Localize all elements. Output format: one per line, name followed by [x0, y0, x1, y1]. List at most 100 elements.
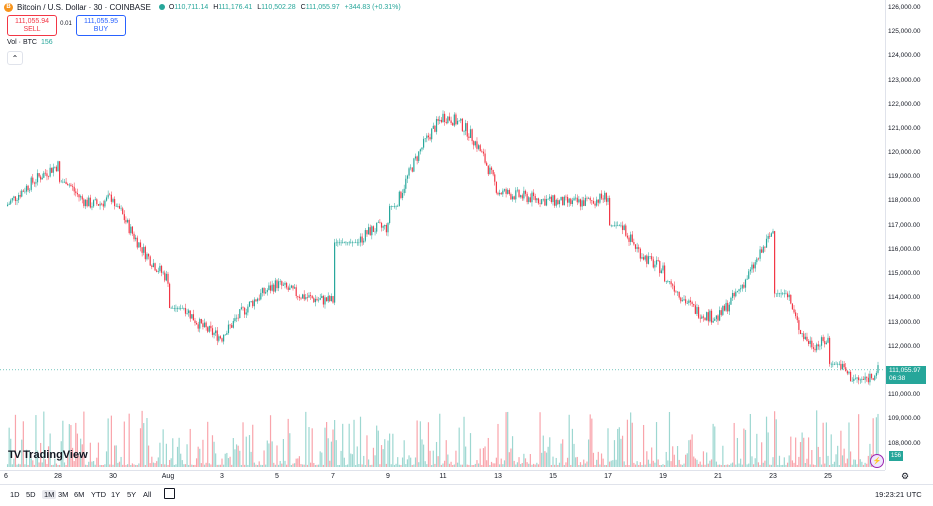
candle-body	[18, 195, 20, 201]
volume-bar	[707, 463, 709, 467]
volume-bar	[838, 464, 840, 467]
range-button-all[interactable]: All	[143, 490, 152, 499]
candle-body	[788, 294, 790, 298]
candle-body	[96, 199, 98, 205]
volume-bar	[791, 460, 794, 467]
candle-body	[706, 312, 708, 321]
candle-body	[757, 258, 760, 260]
candle-body	[141, 247, 143, 253]
candle-body	[633, 242, 635, 245]
candle-body	[545, 198, 548, 206]
symbol-title[interactable]: Bitcoin / U.S. Dollar · 30 · COINBASE	[17, 2, 151, 12]
price-axis-label: 113,000.00	[888, 319, 921, 326]
volume-bar	[503, 460, 506, 467]
market-status-icon[interactable]	[158, 4, 165, 10]
candle-body	[175, 308, 177, 309]
volume-bar	[159, 442, 161, 467]
volume-bar	[252, 424, 254, 467]
volume-bar	[24, 464, 26, 467]
candle-body	[86, 199, 88, 207]
volume-bar	[579, 462, 582, 467]
candle-body	[310, 295, 312, 296]
volume-bar	[10, 438, 12, 467]
volume-bar	[38, 462, 40, 467]
volume-bar	[258, 461, 260, 467]
price-axis[interactable]	[885, 0, 933, 470]
candle-body	[854, 378, 857, 380]
volume-bar	[363, 455, 365, 467]
volume-bar	[570, 464, 572, 467]
candle-body	[340, 242, 342, 244]
volume-bar	[439, 413, 441, 467]
utc-clock[interactable]: 19:23:21 UTC	[875, 490, 922, 499]
tradingview-logo[interactable]: TV TradingView	[8, 449, 88, 461]
candle-body	[424, 138, 426, 139]
volume-bar	[578, 465, 580, 467]
volume-legend[interactable]: Vol · BTC 156	[7, 39, 53, 46]
volume-bar	[224, 453, 226, 467]
volume-bar	[356, 446, 358, 467]
ohlc-open-label: O	[168, 3, 175, 11]
volume-bar	[67, 453, 69, 467]
volume-bar	[565, 462, 567, 467]
range-button-3m[interactable]: 3M	[58, 490, 69, 499]
volume-bar	[313, 462, 315, 467]
volume-bar	[489, 464, 491, 467]
volume-bar	[536, 462, 538, 467]
replay-icon[interactable]: ⚡	[870, 454, 884, 468]
candle-body	[494, 174, 496, 182]
range-button-1m[interactable]: 1M	[42, 490, 57, 499]
candle-body	[846, 371, 848, 374]
volume-bar	[568, 414, 570, 467]
candle-body	[348, 242, 350, 244]
volume-bar	[292, 463, 294, 467]
volume-bar	[665, 451, 667, 467]
candle-body	[27, 185, 29, 191]
volume-bar	[562, 439, 564, 467]
volume-bar	[630, 412, 632, 467]
range-button-1d[interactable]: 1D	[10, 490, 20, 499]
candle-body	[343, 242, 345, 244]
gear-icon[interactable]: ⚙	[901, 471, 910, 481]
range-button-5y[interactable]: 5Y	[127, 490, 137, 499]
volume-bar	[817, 446, 819, 467]
volume-bar	[303, 464, 305, 467]
time-axis[interactable]	[0, 470, 885, 485]
volume-bar	[775, 419, 777, 467]
volume-bar	[440, 464, 442, 467]
volume-bar	[856, 464, 858, 467]
candle-body	[334, 242, 336, 303]
range-button-ytd[interactable]: YTD	[91, 490, 106, 499]
volume-bar	[520, 464, 522, 467]
buy-button[interactable]: 111,055.95 BUY	[76, 15, 126, 36]
candle-body	[862, 378, 865, 380]
calendar-icon[interactable]	[164, 488, 175, 499]
volume-bar	[453, 464, 455, 467]
time-axis-label: 15	[549, 473, 557, 480]
candle-body	[786, 293, 789, 298]
volume-bar	[114, 445, 116, 467]
volume-bar	[265, 464, 267, 467]
candle-body	[110, 194, 112, 202]
range-button-5d[interactable]: 5D	[26, 490, 36, 499]
collapse-legend-button[interactable]: ⌃	[7, 51, 23, 65]
candle-body	[600, 193, 603, 199]
range-button-1y[interactable]: 1Y	[111, 490, 121, 499]
volume-bar	[97, 442, 100, 467]
volume-bar	[398, 464, 400, 467]
range-button-6m[interactable]: 6M	[74, 490, 85, 499]
volume-bar	[706, 452, 708, 467]
candle-body	[33, 182, 35, 184]
candle-body	[426, 135, 428, 139]
volume-bar	[623, 461, 625, 467]
volume-bar	[843, 448, 845, 467]
sell-button[interactable]: 111,055.94 SELL	[7, 15, 57, 36]
candle-body	[294, 287, 296, 289]
candle-body	[554, 195, 556, 206]
volume-bar	[160, 464, 163, 467]
candle-body	[511, 196, 514, 200]
price-chart[interactable]	[0, 0, 885, 470]
volume-bar	[164, 464, 166, 467]
volume-bar	[697, 463, 700, 467]
candle-body	[358, 242, 360, 244]
